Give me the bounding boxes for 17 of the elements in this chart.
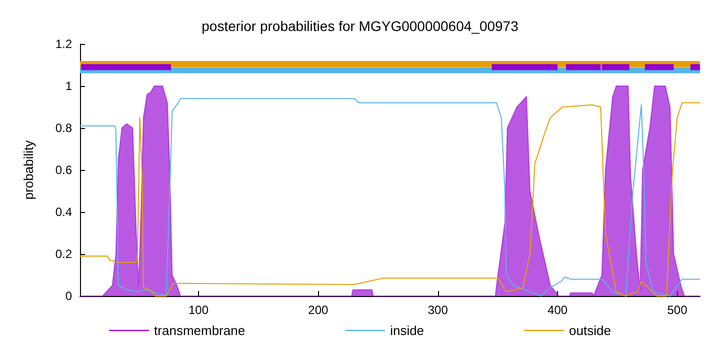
x-tick-label: 200 bbox=[308, 303, 329, 317]
x-tick-label: 500 bbox=[667, 303, 688, 317]
y-tick-label: 0.6 bbox=[55, 163, 72, 177]
y-tick-label: 0.2 bbox=[55, 247, 72, 261]
y-tick-label: 0.8 bbox=[55, 121, 72, 135]
x-tick-label: 100 bbox=[188, 303, 209, 317]
chart-title: posterior probabilities for MGYG000000604_00973 bbox=[202, 18, 519, 34]
y-axis-title: probability bbox=[21, 140, 36, 200]
y-tick-label: 0.4 bbox=[55, 205, 72, 219]
y-tick-label: 0 bbox=[65, 289, 72, 303]
y-tick-label: 1.2 bbox=[55, 37, 72, 51]
legend-label: transmembrane bbox=[154, 323, 246, 338]
x-tick-label: 400 bbox=[548, 303, 568, 317]
legend-label: inside bbox=[390, 323, 424, 338]
x-tick-label: 300 bbox=[428, 303, 448, 317]
legend-label: outside bbox=[569, 323, 611, 338]
y-tick-label: 1 bbox=[65, 79, 72, 93]
